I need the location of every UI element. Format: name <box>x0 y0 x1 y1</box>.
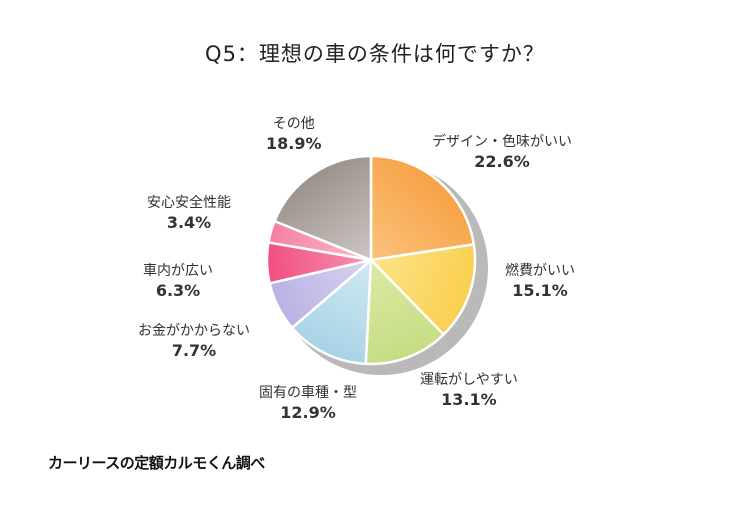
source-credit: カーリースの定額カルモくん調べ <box>48 454 265 472</box>
slice-label-design: デザイン・色味がいい 22.6% <box>432 134 572 172</box>
slice-percent: 7.7% <box>171 340 217 360</box>
slice-label-text: 運転がしやすい <box>420 372 518 388</box>
slice-label-text: 固有の車種・型 <box>259 385 357 401</box>
slice-percent: 15.1% <box>512 280 568 300</box>
chart-title: Q5：理想の車の条件は何ですか？ <box>205 42 545 66</box>
slice-percent: 22.6% <box>474 151 530 171</box>
slice-label-fuel: 燃費がいい 15.1% <box>505 263 575 301</box>
slice-label-text: その他 <box>272 116 315 132</box>
slice-label-easy-driving: 運転がしやすい 13.1% <box>420 372 518 410</box>
pie-slice-design <box>369 154 476 262</box>
slice-percent: 13.1% <box>441 389 497 409</box>
slice-label-other: その他 18.9% <box>266 116 322 154</box>
pie-slice-easy-driving <box>364 258 445 366</box>
slice-label-safety: 安心安全性能 3.4% <box>147 195 231 233</box>
slice-label-model: 固有の車種・型 12.9% <box>259 385 357 423</box>
pie-slice-model <box>290 258 373 366</box>
slice-label-text: 車内が広い <box>143 263 213 279</box>
slice-label-text: デザイン・色味がいい <box>432 134 572 150</box>
slice-label-text: 燃費がいい <box>505 263 575 279</box>
slice-percent: 6.3% <box>155 280 201 300</box>
slice-label-spacious: 車内が広い 6.3% <box>143 263 213 301</box>
slice-percent: 18.9% <box>266 133 322 153</box>
slice-label-cost: お金がかからない 7.7% <box>138 323 250 361</box>
slice-percent: 12.9% <box>280 402 336 422</box>
slice-percent: 3.4% <box>166 212 212 232</box>
pie-slices <box>265 154 477 366</box>
pie-slice-other <box>273 154 373 262</box>
slice-label-text: お金がかからない <box>138 323 250 339</box>
slice-label-text: 安心安全性能 <box>147 195 231 211</box>
pie-slice-fuel <box>369 243 477 336</box>
